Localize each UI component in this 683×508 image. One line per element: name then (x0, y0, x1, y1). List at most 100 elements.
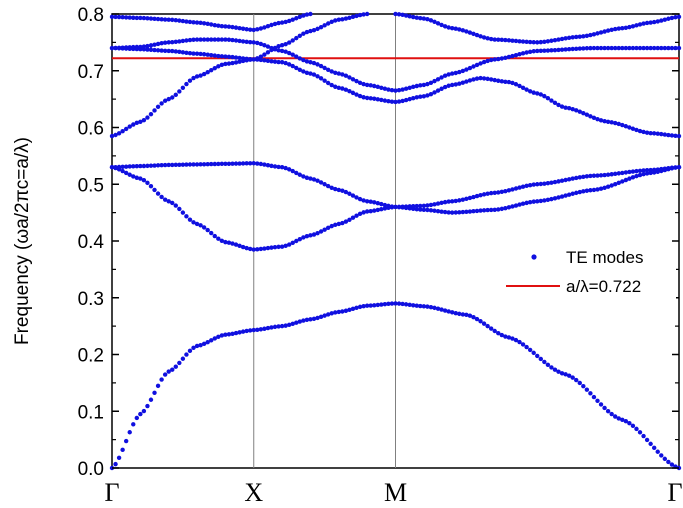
band-point (194, 74, 200, 79)
band-point (538, 198, 543, 204)
band-point (450, 25, 455, 31)
band-point (357, 80, 363, 85)
band-point (676, 45, 682, 51)
band-point (279, 43, 285, 48)
band-point (662, 166, 668, 171)
band-point (627, 169, 632, 175)
band-point (141, 178, 147, 183)
band-point (651, 131, 657, 136)
band-point (542, 93, 547, 99)
band-point (467, 313, 473, 318)
band-point (255, 56, 260, 61)
band-point (286, 18, 292, 24)
band-point (591, 45, 597, 51)
band-point (209, 22, 214, 27)
band-point (623, 177, 629, 183)
band-point (481, 321, 487, 326)
band-point (145, 47, 150, 52)
band-point (201, 21, 207, 26)
band-point (350, 90, 356, 96)
band-point (148, 43, 154, 48)
band-point (450, 82, 455, 88)
band-point (286, 40, 292, 45)
band-point (155, 104, 161, 109)
band-point (393, 99, 398, 105)
band-point (191, 51, 196, 56)
band-point (545, 39, 551, 44)
band-point (662, 456, 668, 462)
band-point (152, 47, 157, 53)
band-point (248, 27, 253, 32)
band-point (375, 207, 380, 213)
band-point (559, 47, 565, 52)
band-point (393, 88, 398, 93)
band-point (325, 183, 331, 189)
band-point (315, 26, 320, 32)
band-point (517, 39, 522, 44)
band-point (226, 332, 232, 337)
band-point (209, 230, 214, 236)
band-point (347, 191, 352, 196)
band-point (113, 14, 118, 20)
band-point (162, 48, 168, 53)
band-point (421, 304, 427, 309)
band-point (201, 225, 207, 230)
band-point (209, 338, 214, 343)
band-point (258, 327, 264, 332)
x-tick-label: X (244, 478, 263, 507)
band-point (226, 240, 232, 245)
band-point (233, 60, 239, 65)
band-point (644, 20, 650, 26)
band-point (605, 45, 611, 51)
band-point (442, 24, 448, 29)
band-point (439, 86, 444, 91)
band-point (329, 223, 334, 229)
legend-marker-te-modes (531, 254, 537, 260)
band-point (127, 430, 132, 435)
band-point (503, 55, 508, 60)
band-point (166, 17, 171, 22)
band-point (372, 83, 377, 89)
band-point (428, 304, 434, 310)
band-point (311, 28, 317, 33)
band-point (556, 102, 561, 108)
band-point (155, 163, 161, 168)
band-point (382, 98, 388, 103)
band-point (340, 188, 345, 193)
band-point (237, 161, 242, 166)
band-point (308, 28, 313, 34)
band-point (297, 56, 303, 61)
band-point (588, 391, 593, 396)
band-point (361, 81, 366, 87)
band-point (616, 45, 621, 51)
band-point (421, 82, 427, 88)
band-point (279, 165, 285, 170)
band-point (577, 380, 582, 386)
band-point (428, 18, 434, 23)
band-point (379, 97, 384, 103)
band-point (233, 242, 239, 247)
band-point (155, 48, 161, 53)
band-point (644, 45, 650, 51)
band-point (315, 62, 320, 67)
band-point (162, 162, 168, 168)
band-point (669, 462, 675, 467)
band-point (240, 56, 246, 61)
band-point (474, 208, 480, 214)
band-point (623, 124, 629, 129)
band-point (524, 200, 529, 206)
band-point (155, 191, 161, 196)
band-point (159, 101, 164, 106)
band-point (269, 325, 274, 330)
band-point (513, 38, 519, 44)
band-point (244, 328, 249, 334)
band-point (584, 46, 590, 51)
band-point (439, 200, 444, 206)
band-point (520, 51, 526, 56)
y-tick-label: 0.3 (78, 289, 104, 310)
band-point (669, 133, 675, 138)
band-point (605, 184, 611, 189)
band-point (120, 168, 125, 174)
band-point (442, 199, 448, 205)
band-point (364, 11, 370, 17)
